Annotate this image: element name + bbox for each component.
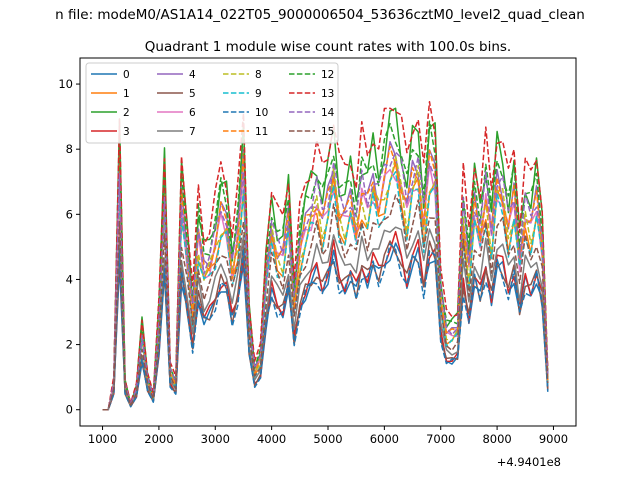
legend-label-8: 8	[255, 69, 262, 81]
x-tick-label: 4000	[257, 432, 286, 446]
y-tick-label: 0	[66, 403, 73, 417]
plot-area	[102, 101, 549, 411]
series-line-11	[102, 145, 549, 411]
legend-label-13: 13	[321, 88, 334, 100]
y-tick-label: 10	[58, 77, 73, 91]
legend-label-11: 11	[255, 126, 268, 138]
chart-title: Quadrant 1 module wise count rates with …	[145, 39, 511, 55]
axes: 1000 2000 3000 4000 5000 6000 7000 8000 9000 0 2 4 6…	[58, 57, 577, 446]
legend-label-5: 5	[189, 88, 196, 100]
x-tick-label: 8000	[482, 432, 511, 446]
legend-label-0: 0	[123, 69, 130, 81]
x-tick-label: 7000	[426, 432, 455, 446]
legend-label-6: 6	[189, 107, 196, 119]
legend-box	[85, 62, 339, 144]
x-tick-label: 9000	[539, 432, 568, 446]
legend-label-4: 4	[189, 69, 196, 81]
x-tick-label: 5000	[313, 432, 342, 446]
x-tick-label: 3000	[201, 432, 230, 446]
series-line-10	[102, 243, 549, 411]
y-tick-label: 2	[66, 338, 73, 352]
x-tick-label: 6000	[370, 432, 399, 446]
legend-label-1: 1	[123, 88, 130, 100]
series-line-15	[102, 194, 549, 411]
y-tick-label: 6	[66, 207, 73, 221]
x-offset-label: +4.9401e8	[497, 455, 561, 469]
chart-supertitle: n file: modeM0/AS1A14_022T05_9000006504_…	[55, 7, 585, 23]
legend-label-9: 9	[255, 88, 262, 100]
y-tick-label: 4	[66, 272, 73, 286]
legend-label-7: 7	[189, 126, 196, 138]
legend-label-14: 14	[321, 107, 335, 119]
legend-label-10: 10	[255, 107, 268, 119]
legend-label-3: 3	[123, 126, 130, 138]
x-tick-label: 2000	[144, 432, 173, 446]
x-tick-label: 1000	[88, 432, 117, 446]
legend-label-12: 12	[321, 69, 334, 81]
y-tick-label: 8	[66, 142, 73, 156]
legend-label-2: 2	[123, 107, 130, 119]
legend-label-15: 15	[321, 126, 334, 138]
